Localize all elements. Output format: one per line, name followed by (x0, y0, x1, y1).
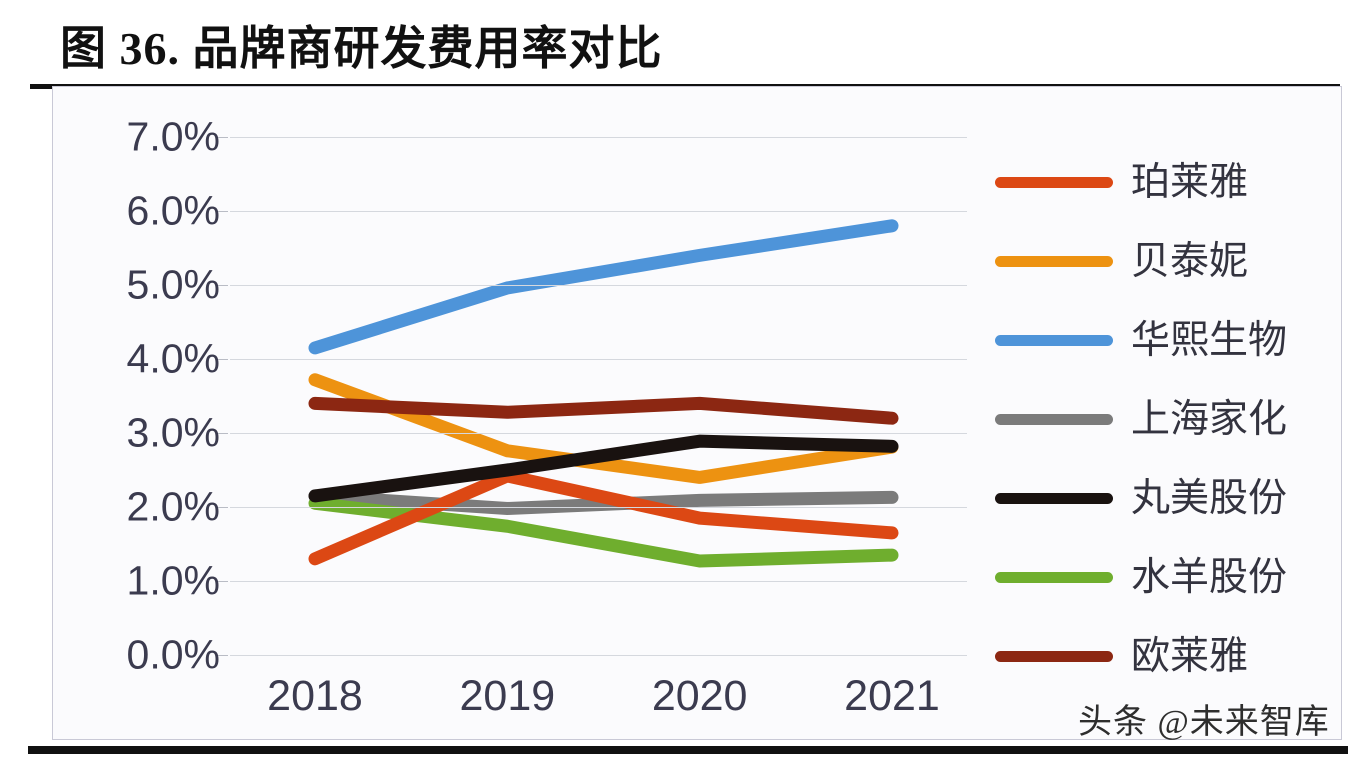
x-axis-tick-label: 2018 (267, 672, 363, 720)
y-axis-tick-label: 0.0% (126, 631, 220, 678)
y-axis-tick-label: 1.0% (126, 557, 220, 604)
x-axis-tick-label: 2021 (844, 672, 940, 720)
gridline (230, 359, 967, 360)
legend-item-label: 华熙生物 (1131, 318, 1288, 362)
series-line (308, 489, 899, 515)
legend-color-swatch (995, 650, 1113, 662)
legend-color-swatch (995, 492, 1113, 504)
x-axis: 2018 2019 2020 2021 (230, 672, 967, 732)
series-line (308, 373, 899, 484)
legend-item[interactable]: 贝泰妮 (995, 238, 1335, 284)
y-axis-tick-mark (218, 211, 228, 212)
y-axis-tick-mark (218, 433, 228, 434)
y-axis-tick-mark (218, 359, 228, 360)
legend-item-label: 上海家化 (1131, 397, 1288, 441)
y-axis: 7.0% 6.0% 5.0% 4.0% 3.0% 2.0% 1.0% 0.0% (70, 114, 228, 678)
y-axis-tick-mark (218, 581, 228, 582)
y-axis-tick-label: 5.0% (126, 261, 220, 308)
legend-item[interactable]: 水羊股份 (995, 554, 1335, 600)
legend-item[interactable]: 华熙生物 (995, 317, 1335, 363)
plot-area (230, 137, 967, 656)
legend-color-swatch (995, 413, 1113, 425)
chart-legend: 珀莱雅贝泰妮华熙生物上海家化丸美股份水羊股份欧莱雅 (995, 150, 1335, 680)
y-axis-tick-mark (218, 507, 228, 508)
legend-item-label: 丸美股份 (1131, 476, 1288, 520)
chart-frame (52, 86, 1342, 740)
y-axis-tick-label: 7.0% (126, 113, 220, 160)
line-chart-svg (308, 219, 899, 568)
legend-item[interactable]: 丸美股份 (995, 475, 1335, 521)
legend-item-label: 水羊股份 (1131, 555, 1288, 599)
series-line (308, 219, 899, 355)
bottom-divider (28, 746, 1348, 754)
gridline (230, 433, 967, 434)
legend-color-swatch (995, 176, 1113, 188)
x-axis-tick-label: 2020 (651, 672, 748, 720)
page-title: 图 36. 品牌商研发费用率对比 (60, 23, 663, 74)
gridline (230, 211, 967, 212)
y-axis-tick-label: 2.0% (126, 483, 220, 530)
legend-item-label: 贝泰妮 (1131, 239, 1249, 283)
y-axis-tick-mark (218, 655, 228, 656)
legend-item[interactable]: 上海家化 (995, 396, 1335, 442)
y-axis-tick-label: 4.0% (126, 335, 220, 382)
legend-item[interactable]: 欧莱雅 (995, 633, 1335, 679)
gridline (230, 581, 967, 582)
legend-color-swatch (995, 571, 1113, 583)
legend-item[interactable]: 珀莱雅 (995, 159, 1335, 205)
gridline (230, 507, 967, 508)
y-axis-tick-mark (218, 285, 228, 286)
x-axis-tick-label: 2019 (459, 672, 556, 720)
gridline (230, 655, 967, 656)
y-axis-tick-label: 6.0% (126, 187, 220, 234)
title-block: 图 36. 品牌商研发费用率对比 (30, 8, 1340, 89)
y-axis-tick-mark (218, 137, 228, 138)
y-axis-tick-label: 3.0% (126, 409, 220, 456)
legend-color-swatch (995, 334, 1113, 346)
gridline (230, 285, 967, 286)
series-line (308, 469, 899, 566)
legend-item-label: 欧莱雅 (1131, 634, 1249, 678)
legend-item-label: 珀莱雅 (1131, 160, 1249, 204)
series-line (308, 396, 899, 425)
gridline (230, 137, 967, 138)
watermark-label: 头条 @未来智库 (1078, 704, 1330, 741)
legend-color-swatch (995, 255, 1113, 267)
series-line (308, 434, 899, 503)
